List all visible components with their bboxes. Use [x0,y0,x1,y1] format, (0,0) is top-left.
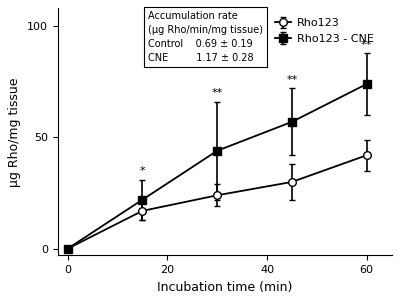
Text: **: ** [361,40,372,50]
Text: *: * [140,166,145,176]
Text: **: ** [212,88,223,98]
Y-axis label: μg Rho/mg tissue: μg Rho/mg tissue [8,77,21,187]
Legend: Rho123, Rho123 - CNE: Rho123, Rho123 - CNE [270,14,378,48]
Text: Accumulation rate
(μg Rho/min/mg tissue)
Control    0.69 ± 0.19
CNE         1.17: Accumulation rate (μg Rho/min/mg tissue)… [148,11,263,63]
Text: **: ** [286,75,298,85]
X-axis label: Incubation time (min): Incubation time (min) [157,281,292,294]
